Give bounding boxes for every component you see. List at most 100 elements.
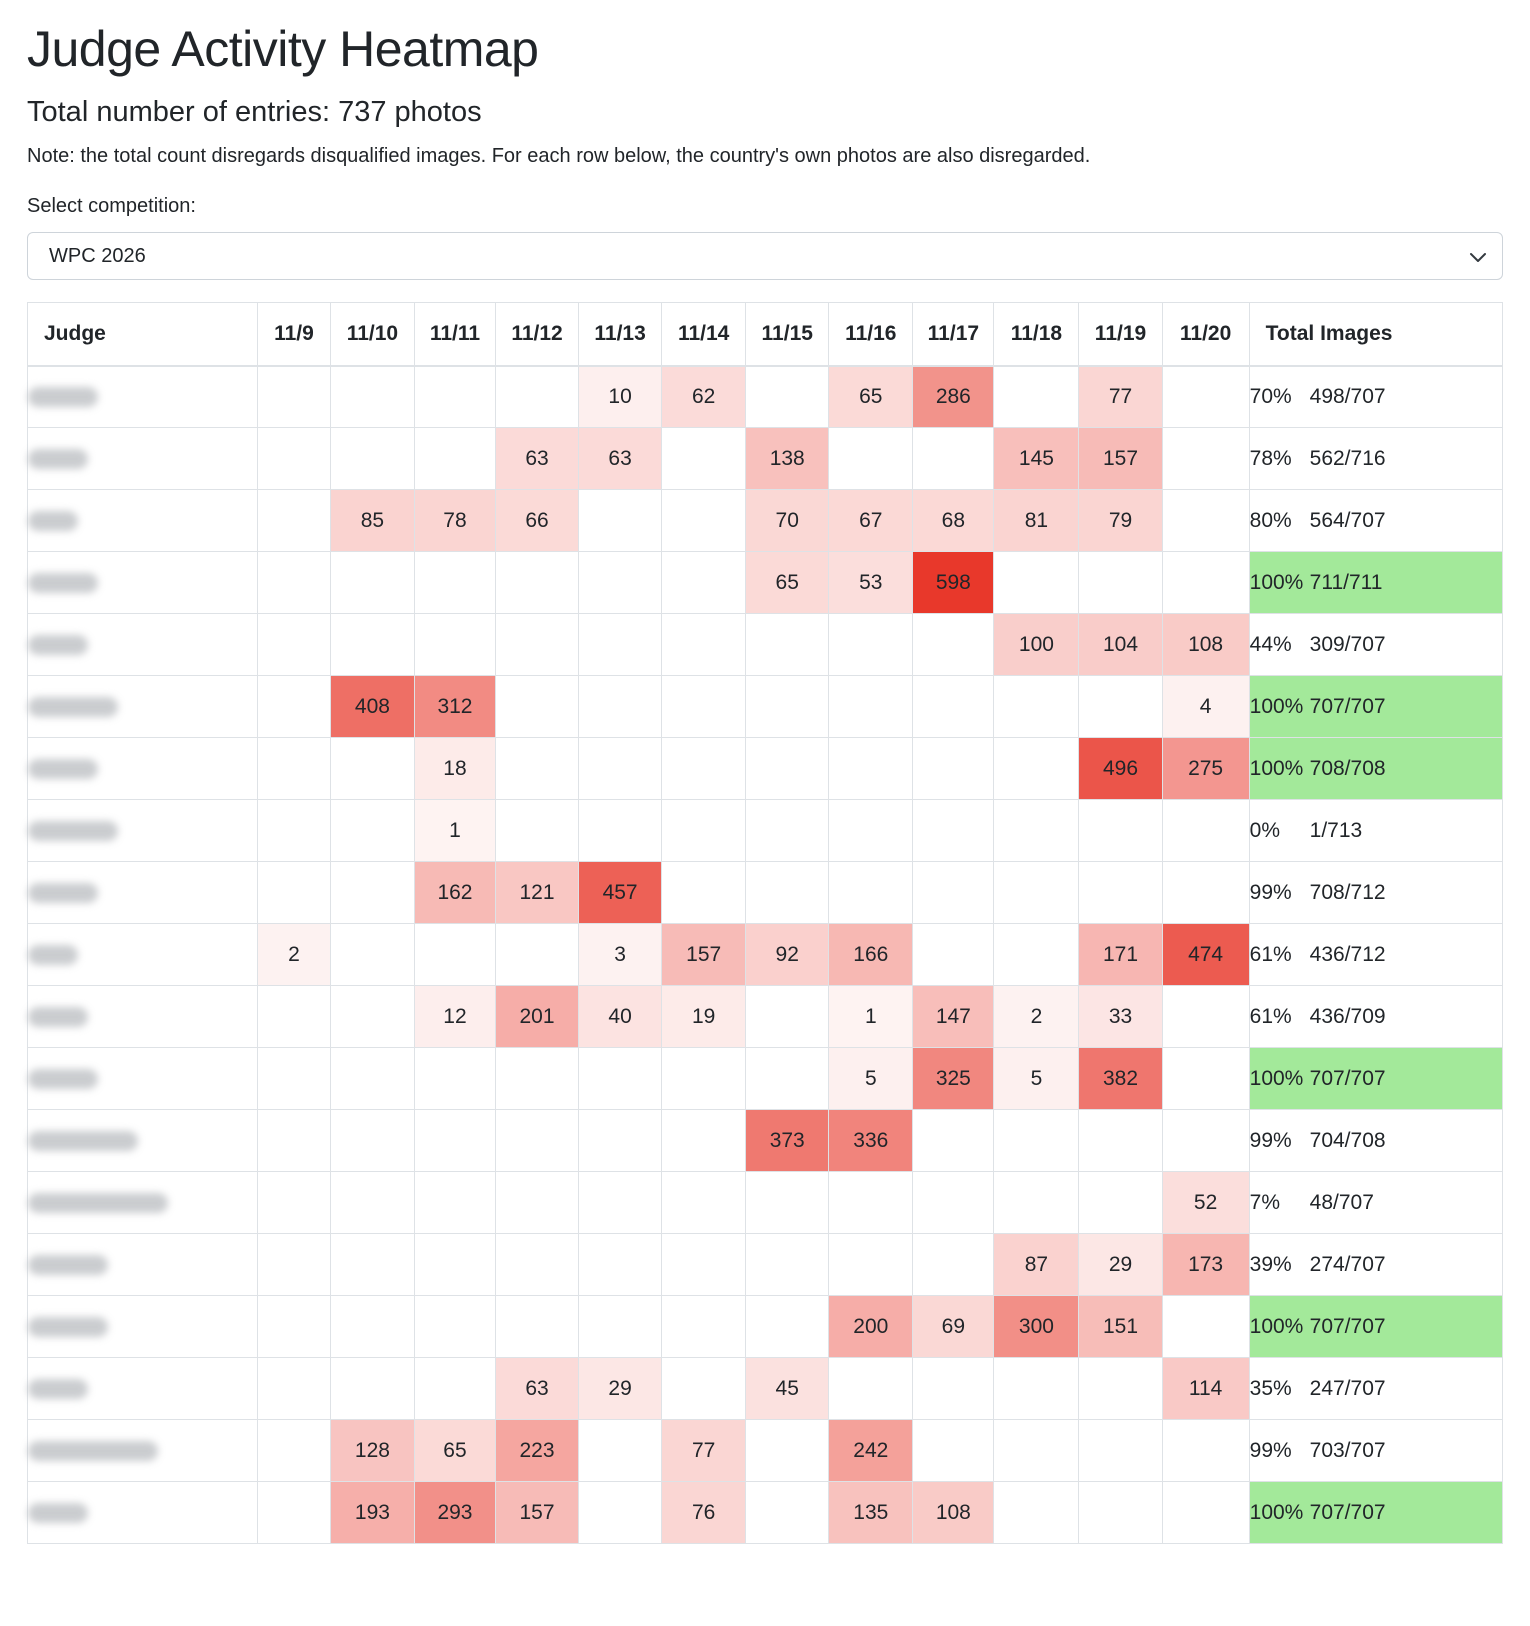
- heat-cell: 4: [1161, 675, 1250, 738]
- heat-cell: [912, 737, 995, 800]
- heat-cell: [1161, 1419, 1250, 1482]
- table-row: 52 7% 48/707: [27, 1171, 1504, 1234]
- total-count: 564/707: [1309, 508, 1386, 532]
- heat-cell: [912, 1171, 995, 1234]
- total-percent: 44%: [1249, 632, 1292, 656]
- heat-cell: [828, 427, 914, 490]
- table-row: 2 3 157 92 166 171 474 61% 436/712: [27, 923, 1504, 986]
- heat-cell: 325: [912, 1047, 995, 1110]
- heat-cell: [661, 737, 747, 800]
- total-percent: 80%: [1249, 508, 1292, 532]
- heat-cell: 10: [578, 365, 663, 428]
- heat-cell: [993, 861, 1080, 924]
- heat-cell: [494, 1233, 580, 1296]
- heat-cell: 5: [993, 1047, 1080, 1110]
- heat-cell: [1078, 1419, 1163, 1482]
- heat-cell: [1161, 427, 1250, 490]
- heat-cell: 65: [745, 551, 830, 614]
- heat-cell: 157: [494, 1481, 580, 1544]
- date-column-header: 11/11: [413, 302, 497, 367]
- heat-cell: 145: [993, 427, 1080, 490]
- heat-cell: [745, 985, 830, 1048]
- heat-cell: 69: [912, 1295, 995, 1358]
- heat-cell: [1078, 1357, 1163, 1420]
- heat-cell: [1078, 1171, 1163, 1234]
- heat-cell: 457: [578, 861, 663, 924]
- heat-cell: 373: [745, 1109, 830, 1172]
- heat-cell: [578, 675, 663, 738]
- heat-cell: [912, 1419, 995, 1482]
- total-count: 436/709: [1309, 1004, 1386, 1028]
- judge-name-redacted: [28, 820, 118, 841]
- judge-name-cell: [27, 365, 258, 428]
- heat-cell: [993, 799, 1080, 862]
- judge-name-cell: [27, 1295, 258, 1358]
- heat-cell: [745, 799, 830, 862]
- judge-name-redacted: [28, 882, 98, 903]
- total-percent: 100%: [1249, 756, 1304, 780]
- heat-cell: [329, 923, 415, 986]
- total-percent: 100%: [1249, 1066, 1304, 1090]
- heat-cell: [329, 1295, 415, 1358]
- chevron-down-icon: [1470, 253, 1486, 262]
- heat-cell: [256, 365, 331, 428]
- heat-cell: [1161, 1109, 1250, 1172]
- heatmap-table: Judge 11/9 11/10 11/11 11/12 11/13 11/14 11/15…: [27, 302, 1504, 1544]
- total-images-cell: 99% 703/707: [1248, 1419, 1504, 1482]
- judge-name-redacted: [28, 1192, 168, 1213]
- heat-cell: [413, 427, 497, 490]
- judge-name-redacted: [28, 1440, 158, 1461]
- heat-cell: [828, 861, 914, 924]
- heat-cell: 2: [256, 923, 331, 986]
- heat-cell: 312: [413, 675, 497, 738]
- heat-cell: [413, 1047, 497, 1110]
- judge-name-cell: [27, 923, 258, 986]
- heat-cell: [329, 1233, 415, 1296]
- table-row: 63 29 45 114 35% 247/707: [27, 1357, 1504, 1420]
- heat-cell: [1161, 799, 1250, 862]
- heat-cell: [912, 923, 995, 986]
- total-images-cell: 100% 708/708: [1248, 737, 1504, 800]
- heat-cell: [993, 1171, 1080, 1234]
- heat-cell: [661, 1233, 747, 1296]
- heat-cell: 242: [828, 1419, 914, 1482]
- total-images-cell: 100% 707/707: [1248, 1295, 1504, 1358]
- heat-cell: [1161, 861, 1250, 924]
- heat-cell: [828, 675, 914, 738]
- heat-cell: 121: [494, 861, 580, 924]
- heat-cell: [661, 1047, 747, 1110]
- heat-cell: [745, 1419, 830, 1482]
- total-images-cell: 35% 247/707: [1248, 1357, 1504, 1420]
- heat-cell: [745, 1047, 830, 1110]
- heat-cell: 29: [578, 1357, 663, 1420]
- heat-cell: [256, 799, 331, 862]
- heat-cell: 104: [1078, 613, 1163, 676]
- heat-cell: [912, 1109, 995, 1172]
- page-title: Judge Activity Heatmap: [27, 21, 539, 77]
- heat-cell: [828, 799, 914, 862]
- heat-cell: [329, 1171, 415, 1234]
- total-images-cell: 80% 564/707: [1248, 489, 1504, 552]
- heat-cell: 81: [993, 489, 1080, 552]
- judge-name-cell: [27, 1481, 258, 1544]
- total-count: 707/707: [1309, 694, 1386, 718]
- heat-cell: [494, 613, 580, 676]
- entries-subtitle: Total number of entries: 737 photos: [27, 96, 482, 128]
- date-column-header: 11/19: [1078, 302, 1163, 367]
- total-count: 708/708: [1309, 756, 1386, 780]
- competition-select[interactable]: WPC 2026: [27, 232, 1503, 280]
- date-column-header: 11/13: [578, 302, 663, 367]
- heat-cell: 70: [745, 489, 830, 552]
- judge-name-cell: [27, 1357, 258, 1420]
- date-column-header: 11/12: [494, 302, 580, 367]
- table-row: 193 293 157 76 135 108 100% 707/707: [27, 1481, 1504, 1544]
- total-images-cell: 70% 498/707: [1248, 365, 1504, 428]
- heat-cell: [993, 1357, 1080, 1420]
- heat-cell: 77: [661, 1419, 747, 1482]
- table-row: 85 78 66 70 67 68 81 79 80% 564/707: [27, 489, 1504, 552]
- total-count: 309/707: [1309, 632, 1386, 656]
- heat-cell: [413, 613, 497, 676]
- heat-cell: [413, 1295, 497, 1358]
- heat-cell: [256, 1171, 331, 1234]
- heat-cell: 63: [578, 427, 663, 490]
